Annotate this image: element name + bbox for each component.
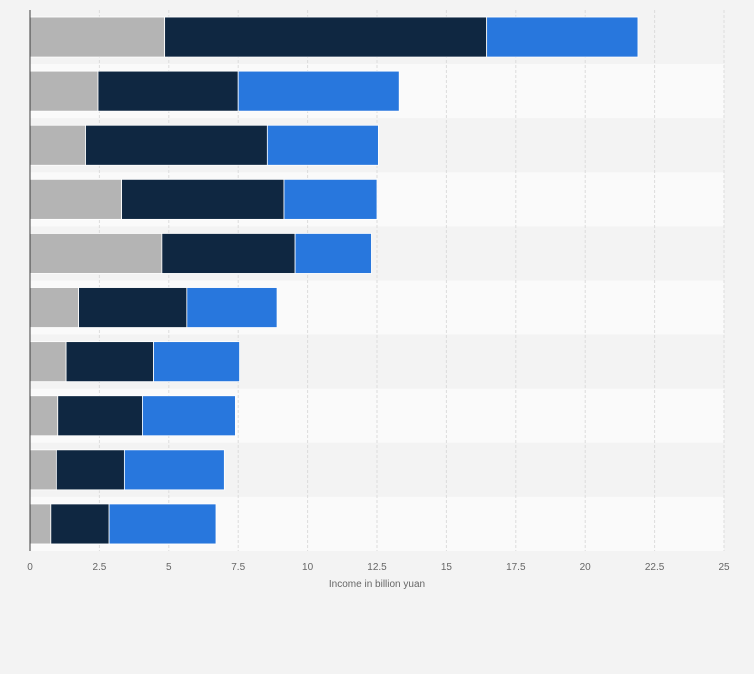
x-tick-label: 10 [302,562,314,573]
bar-segment-s2 [57,395,143,437]
bar-segment-s2 [78,287,188,328]
x-tick-labels: 0 2.5 5 7.5 10 12.5 15 17.5 20 22.5 25 [27,562,730,573]
x-tick-label: 20 [580,562,592,573]
bars [29,16,639,545]
bar-segment-s3 [266,124,379,166]
bar-segment-s1 [29,449,57,491]
x-tick-label: 0 [27,562,33,573]
bar-segment-s1 [29,16,166,58]
bar-segment-s1 [29,124,86,166]
bar-segment-s3 [123,449,225,491]
bar-segment-s3 [237,70,400,112]
bar-segment-s2 [85,124,268,166]
bar-segment-s3 [153,341,240,383]
bar-segment-s2 [164,16,488,58]
bar-segment-s2 [161,233,296,274]
bar-segment-s1 [29,178,123,220]
x-axis-label: Income in billion yuan [329,579,425,590]
x-tick-label: 12.5 [367,562,387,573]
x-tick-label: 2.5 [92,562,106,573]
bar-segment-s1 [29,287,79,328]
bar-segment-s3 [186,287,278,328]
bar-segment-s1 [29,70,99,112]
bar-segment-s2 [65,341,154,383]
bar-segment-s3 [108,503,217,545]
bar-segment-s3 [283,178,378,220]
bar-segment-s1 [29,503,52,545]
bar-segment-s1 [29,233,163,274]
x-tick-label: 22.5 [645,562,665,573]
bar-segment-s3 [486,16,639,58]
x-tick-label: 17.5 [506,562,526,573]
bar-segment-s2 [97,70,239,112]
bar-segment-s1 [29,395,59,437]
x-tick-label: 5 [166,562,172,573]
x-tick-label: 25 [718,562,730,573]
bar-segment-s3 [142,395,236,437]
bar-segment-s3 [294,233,372,274]
bar-segment-s2 [55,449,125,491]
bar-segment-s1 [29,341,67,383]
x-tick-label: 7.5 [231,562,245,573]
bar-segment-s2 [121,178,285,220]
bar-segment-s2 [50,503,110,545]
x-tick-label: 15 [441,562,453,573]
